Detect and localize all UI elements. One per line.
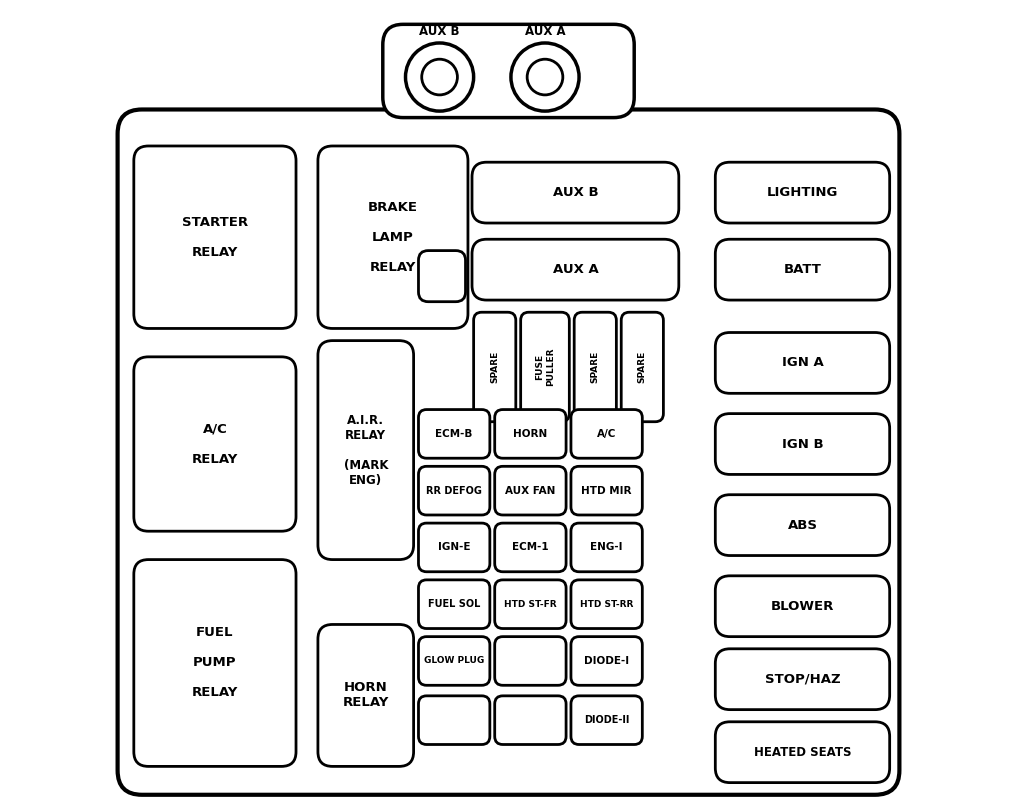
Text: AUX A: AUX A bbox=[552, 263, 598, 277]
Text: ECM-B: ECM-B bbox=[435, 429, 473, 439]
Text: HTD ST-RR: HTD ST-RR bbox=[580, 599, 634, 609]
Text: BLOWER: BLOWER bbox=[771, 599, 834, 613]
FancyBboxPatch shape bbox=[571, 580, 643, 629]
FancyBboxPatch shape bbox=[318, 146, 468, 328]
Text: BRAKE

LAMP

RELAY: BRAKE LAMP RELAY bbox=[368, 200, 418, 274]
FancyBboxPatch shape bbox=[571, 410, 643, 458]
FancyBboxPatch shape bbox=[571, 466, 643, 515]
Text: SPARE: SPARE bbox=[638, 351, 647, 383]
FancyBboxPatch shape bbox=[494, 580, 566, 629]
Text: FUSE
PULLER: FUSE PULLER bbox=[535, 348, 554, 386]
Circle shape bbox=[527, 59, 562, 95]
Text: A/C

RELAY: A/C RELAY bbox=[192, 423, 238, 466]
FancyBboxPatch shape bbox=[571, 637, 643, 685]
FancyBboxPatch shape bbox=[715, 162, 890, 223]
Text: IGN A: IGN A bbox=[782, 356, 824, 370]
FancyBboxPatch shape bbox=[715, 333, 890, 393]
FancyBboxPatch shape bbox=[494, 523, 566, 572]
Text: HTD ST-FR: HTD ST-FR bbox=[504, 599, 556, 609]
Text: HORN
RELAY: HORN RELAY bbox=[343, 681, 388, 710]
FancyBboxPatch shape bbox=[418, 637, 490, 685]
Text: SPARE: SPARE bbox=[490, 351, 499, 383]
Text: BATT: BATT bbox=[783, 263, 822, 277]
FancyBboxPatch shape bbox=[472, 239, 678, 300]
FancyBboxPatch shape bbox=[418, 696, 490, 744]
FancyBboxPatch shape bbox=[494, 410, 566, 458]
Text: A/C: A/C bbox=[597, 429, 616, 439]
Circle shape bbox=[422, 59, 458, 95]
FancyBboxPatch shape bbox=[118, 109, 899, 795]
FancyBboxPatch shape bbox=[621, 312, 663, 422]
FancyBboxPatch shape bbox=[715, 414, 890, 474]
FancyBboxPatch shape bbox=[418, 410, 490, 458]
FancyBboxPatch shape bbox=[494, 637, 566, 685]
Text: STARTER

RELAY: STARTER RELAY bbox=[182, 216, 248, 259]
FancyBboxPatch shape bbox=[715, 576, 890, 637]
Text: ENG-I: ENG-I bbox=[591, 543, 622, 552]
Circle shape bbox=[511, 43, 579, 111]
Text: ECM-1: ECM-1 bbox=[513, 543, 549, 552]
FancyBboxPatch shape bbox=[472, 162, 678, 223]
FancyBboxPatch shape bbox=[318, 341, 414, 560]
Text: AUX B: AUX B bbox=[419, 25, 460, 38]
Text: HORN: HORN bbox=[514, 429, 547, 439]
FancyBboxPatch shape bbox=[715, 649, 890, 710]
FancyBboxPatch shape bbox=[418, 580, 490, 629]
Text: HEATED SEATS: HEATED SEATS bbox=[754, 745, 851, 759]
FancyBboxPatch shape bbox=[494, 696, 566, 744]
FancyBboxPatch shape bbox=[715, 722, 890, 783]
FancyBboxPatch shape bbox=[134, 560, 296, 766]
FancyBboxPatch shape bbox=[134, 357, 296, 531]
Circle shape bbox=[406, 43, 474, 111]
FancyBboxPatch shape bbox=[382, 24, 635, 118]
FancyBboxPatch shape bbox=[715, 239, 890, 300]
Text: DIODE-II: DIODE-II bbox=[584, 715, 630, 725]
Text: SPARE: SPARE bbox=[591, 351, 600, 383]
Text: RR DEFOG: RR DEFOG bbox=[426, 486, 482, 496]
Text: DIODE-I: DIODE-I bbox=[584, 656, 630, 666]
FancyBboxPatch shape bbox=[571, 523, 643, 572]
FancyBboxPatch shape bbox=[474, 312, 516, 422]
Text: STOP/HAZ: STOP/HAZ bbox=[765, 672, 840, 686]
Text: FUEL

PUMP

RELAY: FUEL PUMP RELAY bbox=[192, 626, 238, 700]
FancyBboxPatch shape bbox=[521, 312, 570, 422]
FancyBboxPatch shape bbox=[318, 624, 414, 766]
Text: AUX FAN: AUX FAN bbox=[505, 486, 555, 496]
Text: LIGHTING: LIGHTING bbox=[767, 186, 838, 200]
FancyBboxPatch shape bbox=[571, 696, 643, 744]
FancyBboxPatch shape bbox=[494, 466, 566, 515]
Text: AUX A: AUX A bbox=[525, 25, 565, 38]
Text: ABS: ABS bbox=[787, 518, 818, 532]
Text: HTD MIR: HTD MIR bbox=[582, 486, 632, 496]
Text: IGN-E: IGN-E bbox=[438, 543, 471, 552]
Text: IGN B: IGN B bbox=[782, 437, 824, 451]
Text: A.I.R.
RELAY

(MARK
ENG): A.I.R. RELAY (MARK ENG) bbox=[344, 414, 388, 487]
Text: FUEL SOL: FUEL SOL bbox=[428, 599, 480, 609]
FancyBboxPatch shape bbox=[418, 466, 490, 515]
Text: AUX B: AUX B bbox=[552, 186, 598, 200]
FancyBboxPatch shape bbox=[715, 495, 890, 556]
FancyBboxPatch shape bbox=[575, 312, 616, 422]
FancyBboxPatch shape bbox=[134, 146, 296, 328]
FancyBboxPatch shape bbox=[418, 251, 466, 302]
FancyBboxPatch shape bbox=[418, 523, 490, 572]
Text: GLOW PLUG: GLOW PLUG bbox=[424, 656, 484, 666]
